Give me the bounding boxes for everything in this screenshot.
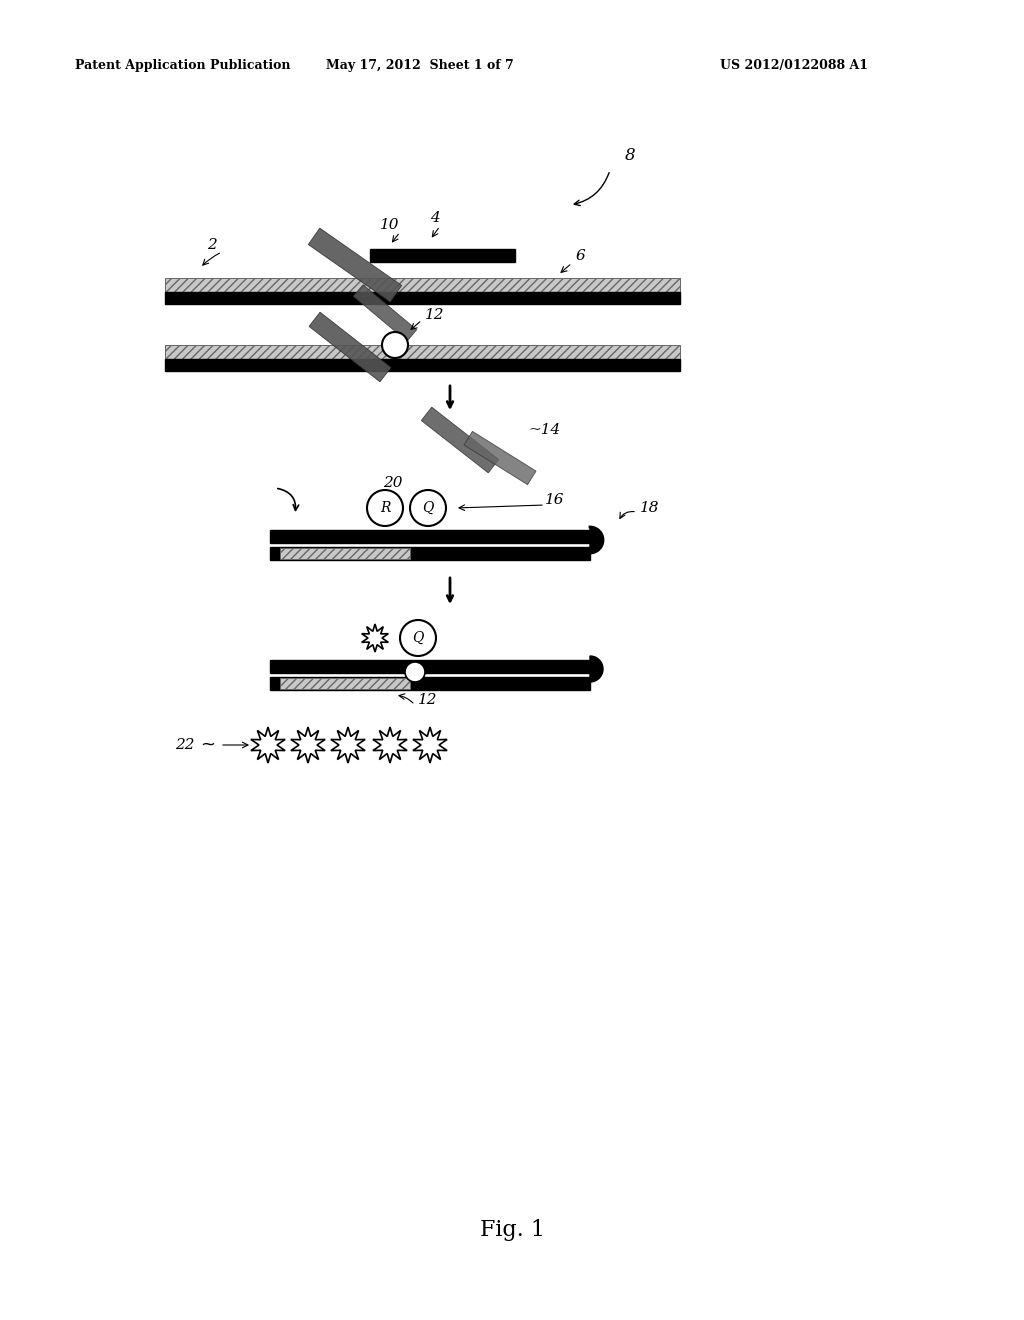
Circle shape [382, 333, 408, 358]
Polygon shape [251, 727, 285, 763]
Circle shape [406, 663, 425, 682]
Text: 20: 20 [383, 477, 402, 490]
Text: Q: Q [413, 631, 424, 645]
Bar [370, 249, 515, 261]
Bar [165, 292, 680, 304]
Bar [165, 279, 680, 292]
Text: 12: 12 [425, 308, 444, 322]
Text: 10: 10 [380, 218, 399, 232]
Text: 18: 18 [640, 502, 659, 515]
Text: Q: Q [422, 502, 434, 515]
Polygon shape [590, 656, 603, 682]
Text: 22: 22 [175, 738, 195, 752]
Polygon shape [590, 527, 603, 553]
Bar [165, 345, 680, 359]
Bar [270, 677, 590, 690]
Text: 8: 8 [625, 147, 635, 164]
Circle shape [410, 490, 446, 525]
Text: R: R [380, 502, 390, 515]
Bar [165, 359, 680, 371]
Polygon shape [331, 727, 366, 763]
Polygon shape [353, 285, 417, 342]
Text: 4: 4 [430, 211, 440, 224]
Text: US 2012/0122088 A1: US 2012/0122088 A1 [720, 58, 868, 71]
Text: ~14: ~14 [528, 422, 561, 437]
Bar [280, 678, 410, 689]
Circle shape [400, 620, 436, 656]
Text: Patent Application Publication: Patent Application Publication [75, 58, 291, 71]
Text: 6: 6 [575, 249, 585, 263]
Polygon shape [291, 727, 325, 763]
Bar [270, 531, 590, 543]
Polygon shape [308, 228, 401, 302]
Bar [280, 548, 410, 558]
Text: ~: ~ [200, 737, 215, 754]
Text: May 17, 2012  Sheet 1 of 7: May 17, 2012 Sheet 1 of 7 [326, 58, 514, 71]
Bar [270, 546, 590, 560]
Polygon shape [413, 727, 447, 763]
Text: 16: 16 [545, 492, 565, 507]
Polygon shape [421, 407, 499, 473]
Polygon shape [464, 432, 536, 484]
Text: 2: 2 [207, 238, 217, 252]
Polygon shape [309, 313, 391, 381]
Bar [270, 660, 590, 673]
Text: 12: 12 [418, 693, 437, 708]
Text: Fig. 1: Fig. 1 [479, 1218, 545, 1241]
Circle shape [367, 490, 403, 525]
Polygon shape [361, 624, 388, 652]
Polygon shape [373, 727, 408, 763]
